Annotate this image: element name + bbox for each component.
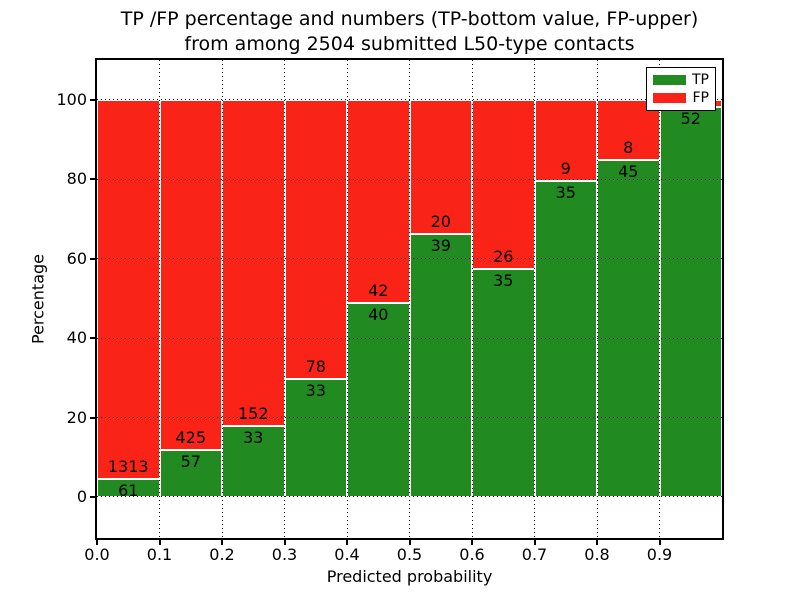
- vertical-gridline: [159, 60, 160, 538]
- y-tick: [90, 416, 95, 419]
- x-tick: [283, 540, 286, 545]
- y-tick: [90, 178, 95, 181]
- x-tick: [96, 540, 98, 545]
- x-tick-label: 0.4: [334, 545, 360, 564]
- fp-count-label: 20: [430, 212, 451, 232]
- fp-bar-segment: [97, 99, 160, 480]
- vertical-gridline: [596, 60, 598, 538]
- y-tick: [90, 98, 95, 101]
- x-tick-label: 0.1: [146, 545, 173, 564]
- plot-area: 1313614255715233783342402039263593584515…: [95, 58, 724, 540]
- fp-count-label: 78: [305, 356, 326, 376]
- legend: TP FP: [646, 67, 716, 111]
- x-tick: [471, 540, 473, 545]
- x-tick: [346, 540, 348, 545]
- chart-title-line1: TP /FP percentage and numbers (TP-bottom…: [120, 8, 699, 30]
- tp-bar-segment: [534, 180, 597, 497]
- y-tick: [90, 257, 95, 260]
- y-axis-title: Percentage: [28, 253, 48, 345]
- tp-bar-segment: [659, 107, 722, 497]
- vertical-gridline: [471, 60, 473, 538]
- x-tick-label: 0.8: [584, 545, 610, 564]
- tp-count-label: 40: [368, 305, 389, 325]
- chart-title: TP /FP percentage and numbers (TP-bottom…: [97, 7, 722, 57]
- x-tick: [658, 540, 661, 545]
- x-tick: [533, 540, 536, 545]
- x-tick-label: 0.5: [396, 545, 423, 564]
- x-tick-label: 0.2: [209, 545, 235, 564]
- fp-count-label: 152: [237, 404, 269, 424]
- x-tick-label: 0.6: [459, 545, 485, 564]
- fp-count-label: 8: [623, 137, 634, 157]
- y-tick-label: 20: [66, 407, 87, 427]
- tp-bar-segment: [159, 449, 222, 497]
- fp-bar-segment: [159, 99, 222, 450]
- fp-count-label: 1313: [107, 457, 149, 477]
- legend-entry-fp: FP: [653, 91, 709, 105]
- y-tick: [90, 495, 95, 498]
- tp-legend-label: TP: [692, 72, 709, 89]
- tp-bar-segment: [409, 234, 472, 497]
- fp-legend-label: FP: [692, 89, 710, 106]
- grid-layer: [97, 60, 722, 538]
- tp-count-label: 52: [680, 109, 701, 129]
- tp-bar-segment: [472, 268, 535, 497]
- tp-count-label: 45: [618, 161, 639, 181]
- y-tick-label: 80: [66, 169, 87, 189]
- fp-count-label: 26: [493, 246, 514, 266]
- chart-title-line2: from among 2504 submitted L50-type conta…: [184, 33, 635, 55]
- x-tick: [221, 540, 223, 545]
- fp-count-label: 9: [560, 158, 571, 178]
- fp-count-label: 42: [368, 281, 389, 301]
- vertical-gridline: [534, 60, 535, 538]
- y-tick-label: 60: [66, 248, 87, 268]
- x-tick-label: 0.9: [646, 545, 673, 564]
- x-tick-label: 0.3: [271, 545, 298, 564]
- x-tick: [158, 540, 161, 545]
- tp-count-label: 35: [493, 270, 514, 290]
- tp-count-label: 35: [555, 182, 576, 202]
- y-tick-label: 0: [76, 486, 87, 506]
- tp-count-label: 57: [180, 451, 201, 471]
- x-tick-label: 0.7: [521, 545, 548, 564]
- vertical-gridline: [284, 60, 285, 538]
- x-axis-title: Predicted probability: [326, 567, 493, 586]
- vertical-gridline: [659, 60, 660, 538]
- fp-legend-swatch: [653, 92, 686, 103]
- y-tick: [90, 337, 95, 340]
- tp-legend-swatch: [653, 75, 686, 86]
- legend-entry-tp: TP: [653, 73, 709, 87]
- vertical-gridline: [221, 60, 223, 538]
- vertical-gridline: [346, 60, 348, 538]
- x-tick: [596, 540, 598, 545]
- tp-count-label: 39: [430, 236, 451, 256]
- fp-bar-segment: [534, 99, 597, 181]
- tp-count-label: 61: [118, 481, 139, 501]
- x-tick: [408, 540, 411, 545]
- tp-count-label: 33: [243, 428, 264, 448]
- x-tick-label: 0.0: [84, 545, 110, 564]
- tp-count-label: 33: [305, 380, 326, 400]
- fp-count-label: 425: [175, 427, 207, 447]
- y-tick-label: 40: [66, 328, 87, 348]
- vertical-gridline: [409, 60, 410, 538]
- y-tick-label: 100: [56, 89, 87, 109]
